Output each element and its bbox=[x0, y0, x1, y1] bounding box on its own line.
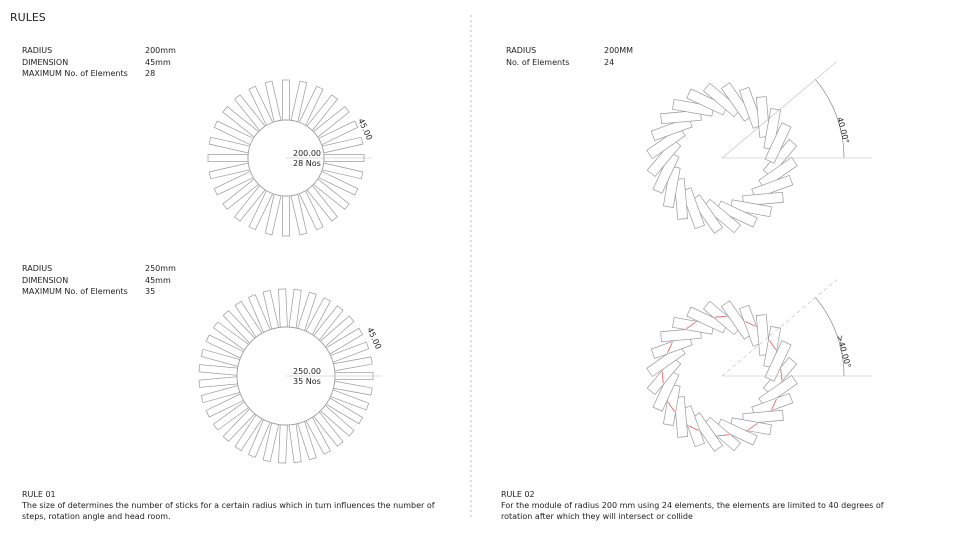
spec-value: 28 bbox=[145, 69, 156, 78]
center-label: 35 Nos bbox=[293, 377, 321, 386]
stick bbox=[646, 344, 686, 378]
stick bbox=[278, 288, 288, 328]
stick bbox=[716, 418, 758, 446]
rule-text: For the module of radius 200 mm using 24… bbox=[501, 501, 884, 521]
collision-mark bbox=[771, 399, 777, 410]
stick bbox=[763, 326, 782, 368]
page-title: RULES bbox=[10, 11, 46, 24]
angle-label: 40.00° bbox=[835, 116, 851, 144]
stick bbox=[650, 335, 693, 359]
stick bbox=[720, 82, 754, 122]
stick bbox=[702, 198, 742, 234]
stick bbox=[660, 327, 702, 343]
collision-mark bbox=[745, 321, 756, 327]
angle-label: >40.00° bbox=[835, 334, 852, 369]
stick bbox=[662, 384, 681, 426]
spec-value: 35 bbox=[145, 287, 156, 296]
stick bbox=[739, 86, 763, 129]
stick bbox=[672, 98, 714, 117]
stick bbox=[742, 409, 784, 425]
collision-mark bbox=[686, 321, 696, 329]
stick bbox=[646, 356, 682, 396]
stick bbox=[652, 152, 680, 194]
stick bbox=[660, 109, 702, 125]
stick bbox=[646, 138, 682, 178]
stick bbox=[758, 156, 798, 190]
spec-label: MAXIMUM No. of Elements bbox=[22, 287, 128, 296]
stick bbox=[742, 191, 784, 207]
spec-label: DIMENSION bbox=[22, 57, 69, 67]
stick bbox=[282, 195, 290, 237]
stick bbox=[716, 200, 758, 228]
center-label: 250.00 bbox=[293, 367, 321, 376]
stick bbox=[673, 396, 689, 438]
stick bbox=[646, 126, 686, 160]
collision-mark bbox=[667, 342, 673, 353]
spec-value: 24 bbox=[604, 57, 615, 67]
stick bbox=[755, 96, 771, 138]
collision-mark bbox=[769, 340, 777, 350]
stick bbox=[278, 424, 288, 464]
spec-value: 200MM bbox=[604, 46, 634, 55]
stick bbox=[764, 122, 792, 164]
rule-title: RULE 02 bbox=[501, 490, 535, 499]
stick bbox=[672, 316, 714, 335]
collision-mark bbox=[714, 315, 727, 318]
spec-value: 250mm bbox=[145, 264, 176, 273]
stick bbox=[702, 416, 742, 452]
stick bbox=[198, 376, 238, 388]
collision-mark bbox=[780, 368, 783, 381]
stick bbox=[739, 304, 763, 347]
stick bbox=[282, 79, 290, 121]
collision-mark bbox=[717, 434, 730, 437]
spec-label: DIMENSION bbox=[22, 275, 69, 285]
stick bbox=[758, 374, 798, 408]
stick bbox=[690, 194, 724, 234]
stick bbox=[764, 340, 792, 382]
stick bbox=[652, 370, 680, 412]
collision-mark bbox=[661, 371, 664, 384]
spec-label: No. of Elements bbox=[506, 57, 570, 67]
collision-mark bbox=[667, 402, 675, 412]
angle-arc bbox=[815, 79, 845, 159]
stick bbox=[730, 417, 772, 436]
spec-label: MAXIMUM No. of Elements bbox=[22, 69, 128, 78]
stick bbox=[751, 175, 794, 199]
stick bbox=[763, 108, 782, 150]
collision-mark bbox=[748, 423, 758, 431]
center-label: 28 Nos bbox=[293, 159, 321, 168]
stick bbox=[686, 88, 728, 116]
stick bbox=[730, 199, 772, 218]
stick bbox=[207, 154, 249, 162]
stick bbox=[751, 393, 794, 417]
angle-line bbox=[721, 279, 838, 377]
stick bbox=[681, 187, 705, 230]
stick bbox=[662, 166, 681, 208]
stick bbox=[702, 300, 742, 336]
spec-value: 45mm bbox=[145, 57, 171, 67]
stick bbox=[198, 364, 238, 376]
stick bbox=[690, 412, 724, 452]
stick bbox=[686, 306, 728, 334]
center-label: 200.00 bbox=[293, 149, 321, 158]
angle-line bbox=[721, 61, 838, 159]
stick bbox=[702, 82, 742, 118]
stick bbox=[650, 117, 693, 141]
spec-label: RADIUS bbox=[22, 264, 53, 273]
spec-label: RADIUS bbox=[506, 46, 537, 55]
stick bbox=[681, 405, 705, 448]
spec-label: RADIUS bbox=[22, 46, 53, 55]
rule-text: The size of determines the number of sti… bbox=[22, 501, 435, 521]
angle-arc bbox=[815, 297, 845, 377]
spec-value: 200mm bbox=[145, 46, 176, 55]
stick bbox=[720, 300, 754, 340]
stick bbox=[673, 178, 689, 220]
stick bbox=[755, 314, 771, 356]
spec-value: 45mm bbox=[145, 275, 171, 285]
collision-mark bbox=[688, 425, 699, 431]
rule-title: RULE 01 bbox=[22, 490, 56, 499]
